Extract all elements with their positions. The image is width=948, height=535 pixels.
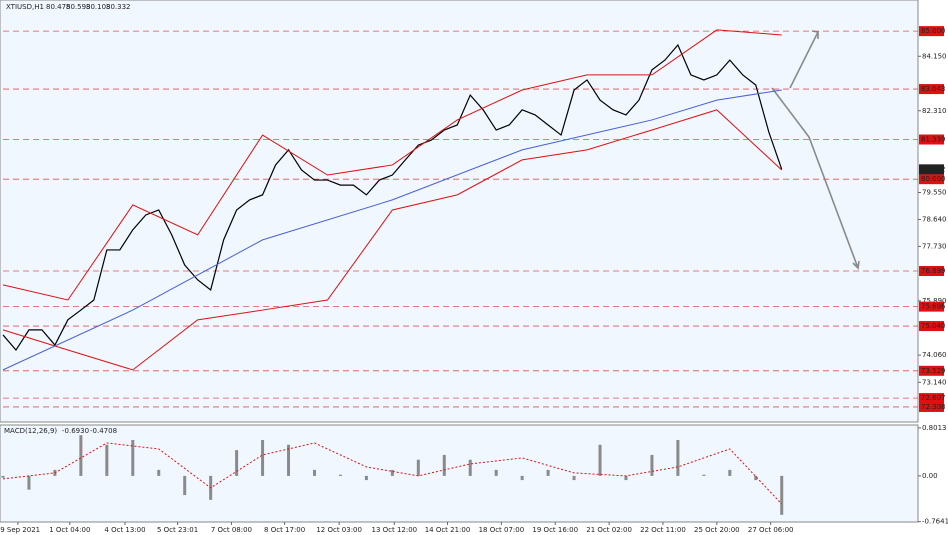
price-label: 80.332: [921, 165, 946, 173]
y-tick-label: 74.060: [922, 351, 947, 359]
x-tick-label: 5 Oct 23:01: [157, 526, 198, 534]
level-label: 83.043: [921, 85, 946, 93]
high: 80.593: [66, 3, 91, 11]
level-label: 72.308: [921, 403, 946, 411]
arrow-down: [771, 87, 859, 269]
x-tick-label: 4 Oct 13:00: [104, 526, 145, 534]
arrow-head: [852, 260, 860, 270]
x-tick-label: 29 Sep 2021: [0, 526, 40, 534]
header: XTIUSD,H1 80.475 80.593 80.103 80.332: [6, 3, 131, 11]
y-tick-label: 78.640: [922, 215, 947, 223]
series-line: [2, 29, 782, 301]
x-tick-label: 12 Oct 03:00: [316, 526, 362, 534]
level-label: 72.607: [921, 394, 946, 402]
x-tick-label: 27 Oct 06:00: [748, 526, 794, 534]
x-tick-label: 1 Oct 04:00: [49, 526, 90, 534]
level-box: [919, 174, 944, 185]
x-tick-label: 13 Oct 12:00: [371, 526, 417, 534]
arrow-up: [789, 31, 819, 89]
y-tick-label: 73.140: [922, 378, 947, 386]
macd-bar: [338, 474, 342, 476]
level-box: [919, 84, 944, 95]
level-box: [919, 265, 944, 276]
level-box: [919, 393, 944, 404]
macd-bar: [780, 475, 784, 515]
y-tick-label: 79.550: [922, 188, 947, 196]
y-tick-label: 75.890: [922, 297, 947, 305]
macd-bar: [702, 474, 706, 476]
level-label: 75.040: [921, 322, 946, 330]
level-box: [919, 26, 944, 37]
macd-value: -0.6930: [62, 427, 89, 435]
macd-label: MACD(12,26,9): [4, 427, 57, 435]
y-tick-label: 82.310: [922, 107, 947, 115]
macd-bar: [105, 444, 109, 476]
x-tick-label: 21 Oct 02:00: [586, 526, 632, 534]
macd-bar: [572, 475, 576, 481]
macd-bar: [390, 469, 394, 476]
macd-bar: [27, 475, 31, 490]
series-line: [2, 43, 783, 352]
level-box: [919, 401, 944, 412]
macd-bar: [312, 469, 316, 476]
level-label: 75.696: [921, 303, 946, 311]
level-box: [919, 134, 944, 145]
macd-pane: [0, 424, 919, 523]
y-tick-label: 0.00: [922, 472, 938, 480]
level-label: 85.000: [921, 27, 946, 35]
macd-bar: [728, 469, 732, 476]
x-tick-label: 7 Oct 08:00: [211, 526, 252, 534]
low: 80.103: [86, 3, 111, 11]
macd-bar: [235, 450, 239, 476]
x-tick-label: 19 Oct 16:00: [532, 526, 578, 534]
macd-bar: [183, 475, 187, 496]
x-tick-label: 18 Oct 07:00: [479, 526, 525, 534]
level-label: 80.000: [921, 175, 946, 183]
close: 80.332: [106, 3, 131, 11]
macd-bar: [157, 469, 161, 476]
macd-bar: [520, 475, 524, 481]
y-tick-label: 77.730: [922, 242, 947, 250]
macd-bar: [494, 469, 498, 476]
x-tick-label: 22 Oct 11:00: [640, 526, 686, 534]
series-line: [2, 109, 783, 371]
symbol: XTIUSD,H1: [6, 3, 44, 11]
level-label: 76.899: [921, 267, 946, 275]
y-tick-label: 0.8013: [922, 424, 947, 432]
level-box: [919, 301, 944, 312]
macd-bar: [754, 475, 758, 481]
x-tick-label: 14 Oct 21:00: [425, 526, 471, 534]
macd-bar: [287, 444, 291, 476]
macd-bar: [598, 444, 602, 476]
macd-bar: [79, 435, 83, 476]
y-tick-label: 84.150: [922, 52, 947, 60]
macd-bar: [546, 469, 550, 476]
macd-signal-value: -0.4708: [90, 427, 117, 435]
macd-bar: [131, 439, 135, 476]
level-box: [919, 365, 944, 376]
price-pane: [0, 0, 919, 423]
series-line: [2, 89, 782, 371]
macd-bar: [676, 439, 680, 476]
macd-bar: [624, 475, 628, 481]
macd-bar: [364, 475, 368, 481]
macd-bar: [442, 454, 446, 476]
x-tick-label: 8 Oct 17:00: [264, 526, 305, 534]
macd-bar: [650, 454, 654, 476]
macd-bar: [261, 439, 265, 476]
price-box: [919, 164, 944, 175]
level-label: 81.339: [921, 136, 946, 144]
y-tick-label: -0.7641: [922, 518, 948, 526]
macd-bar: [1, 475, 5, 478]
macd-bar: [416, 459, 420, 476]
macd-bar: [468, 459, 472, 476]
x-tick-label: 25 Oct 20:00: [694, 526, 740, 534]
level-box: [919, 321, 944, 332]
level-label: 73.529: [921, 367, 946, 375]
open: 80.475: [46, 3, 71, 11]
